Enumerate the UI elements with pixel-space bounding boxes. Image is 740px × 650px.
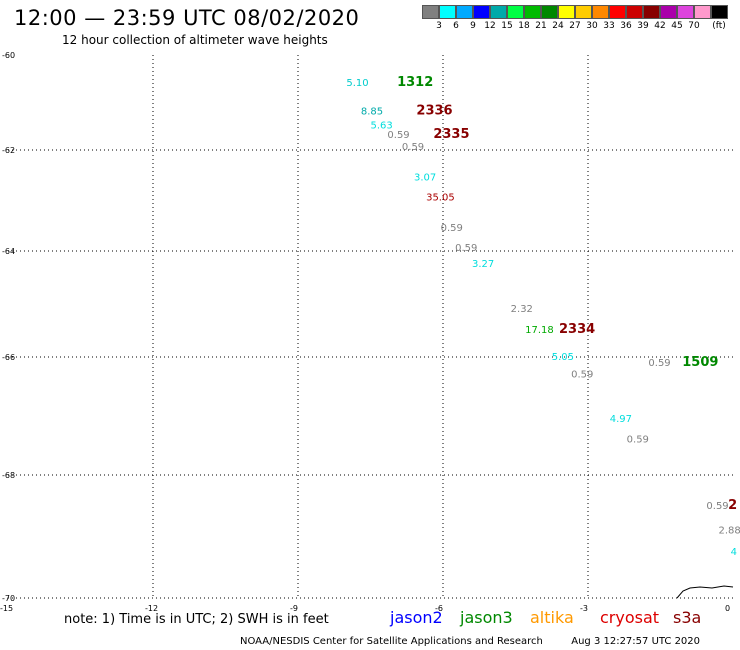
legend-label: 33	[603, 21, 615, 31]
y-tick-label: -62	[2, 146, 15, 155]
credit-text: NOAA/NESDIS Center for Satellite Applica…	[240, 636, 543, 647]
swh-value: 3.27	[472, 259, 494, 270]
wave-height-marks: 5.108.855.630.590.593.0735.050.590.593.2…	[346, 75, 740, 558]
x-tick-label: -9	[290, 604, 298, 613]
grid-lines	[8, 55, 733, 599]
swh-value: 2.88	[719, 525, 740, 536]
swh-value: 4.97	[610, 414, 632, 425]
legend-swatch	[473, 5, 490, 19]
units-note: note: 1) Time is in UTC; 2) SWH is in fe…	[64, 612, 329, 627]
coastline-path	[676, 585, 734, 599]
legend-label: 27	[569, 21, 581, 31]
map-subtitle: 12 hour collection of altimeter wave hei…	[62, 33, 328, 47]
y-tick-label: -68	[2, 471, 15, 480]
map-title: 12:00 — 23:59 UTC 08/02/2020	[14, 6, 360, 30]
swh-value: 17.18	[525, 325, 554, 336]
legend-label: 42	[654, 21, 666, 31]
legend-swatch	[626, 5, 643, 19]
swh-value: 5.05	[552, 352, 574, 363]
x-tick-label: -12	[145, 604, 158, 613]
legend-label: 36	[620, 21, 632, 31]
swh-value: 2.32	[511, 304, 533, 315]
satellite-label-s3a: s3a	[673, 608, 702, 627]
swh-value: 0.59	[455, 243, 477, 254]
legend-swatch	[660, 5, 677, 19]
swh-value: 35.05	[426, 193, 455, 204]
credit-line: NOAA/NESDIS Center for Satellite Applica…	[240, 636, 700, 647]
satellite-label-cryosat: cryosat	[600, 608, 660, 627]
swh-value: 3.07	[414, 172, 436, 183]
x-tick-label: -3	[580, 604, 588, 613]
legend-label: 9	[470, 21, 476, 31]
legend-label: 30	[586, 21, 598, 31]
swh-value: 0.59	[402, 142, 424, 153]
legend-label: 45	[671, 21, 683, 31]
swh-value: 5.10	[346, 78, 368, 89]
legend-swatch	[558, 5, 575, 19]
legend-label: 24	[552, 21, 564, 31]
legend-swatch	[490, 5, 507, 19]
axis-tick-labels: -60 -62 -64 -66 -68 -70-15 -12 -9 -6 -3 0	[0, 51, 730, 613]
swh-value: 0.59	[706, 501, 728, 512]
legend-swatch	[422, 5, 439, 19]
legend-swatch	[524, 5, 541, 19]
legend-swatch	[507, 5, 524, 19]
color-scale-legend	[422, 5, 728, 19]
legend-label: 39	[637, 21, 649, 31]
color-scale-labels: 3 6 9 12 15 18 21 24 27 30 33 36 39 42 45 70 (ft)	[422, 21, 740, 33]
y-tick-label: -64	[2, 247, 15, 256]
swh-value: 5.63	[371, 121, 393, 132]
track-time-label: 2335	[433, 127, 469, 142]
satellite-label-jason2: jason2	[390, 608, 443, 627]
track-time-label: 1509	[682, 355, 718, 370]
swh-value: 0.59	[441, 223, 463, 234]
legend-swatch	[677, 5, 694, 19]
track-time-label: 2336	[416, 103, 452, 118]
legend-swatch	[643, 5, 660, 19]
x-tick-label: -15	[0, 604, 13, 613]
legend-label: 12	[484, 21, 496, 31]
x-tick-label: -6	[435, 604, 443, 613]
track-time-label: 1312	[397, 75, 433, 90]
legend-swatch	[592, 5, 609, 19]
y-tick-label: -70	[2, 594, 15, 603]
legend-label: 70	[688, 21, 700, 31]
legend-label: (ft)	[712, 21, 726, 31]
legend-label: 21	[535, 21, 547, 31]
swh-value: 4	[731, 547, 737, 558]
x-tick-label: 0	[725, 604, 730, 613]
legend-label: 6	[453, 21, 459, 31]
legend-swatch	[541, 5, 558, 19]
satellite-label-altika: altika	[530, 608, 574, 627]
satellite-label-jason3: jason3	[460, 608, 513, 627]
legend-swatch	[694, 5, 711, 19]
legend-swatch	[575, 5, 592, 19]
swh-value: 0.59	[648, 358, 670, 369]
legend-swatch	[609, 5, 626, 19]
coastline	[676, 585, 734, 599]
legend-label: 15	[501, 21, 513, 31]
track-time-label: 2	[728, 498, 737, 513]
track-time-label: 2334	[559, 322, 595, 337]
legend-swatch	[439, 5, 456, 19]
swh-value: 0.59	[571, 370, 593, 381]
legend-swatch	[456, 5, 473, 19]
y-tick-label: -60	[2, 51, 15, 60]
generated-timestamp: Aug 3 12:27:57 UTC 2020	[571, 636, 701, 647]
legend-label: 3	[436, 21, 442, 31]
legend-swatch	[711, 5, 728, 19]
swh-value: 0.59	[627, 435, 649, 446]
y-tick-label: -66	[2, 353, 15, 362]
legend-label: 18	[518, 21, 530, 31]
swh-value: 8.85	[361, 106, 383, 117]
swh-value: 0.59	[387, 130, 409, 141]
